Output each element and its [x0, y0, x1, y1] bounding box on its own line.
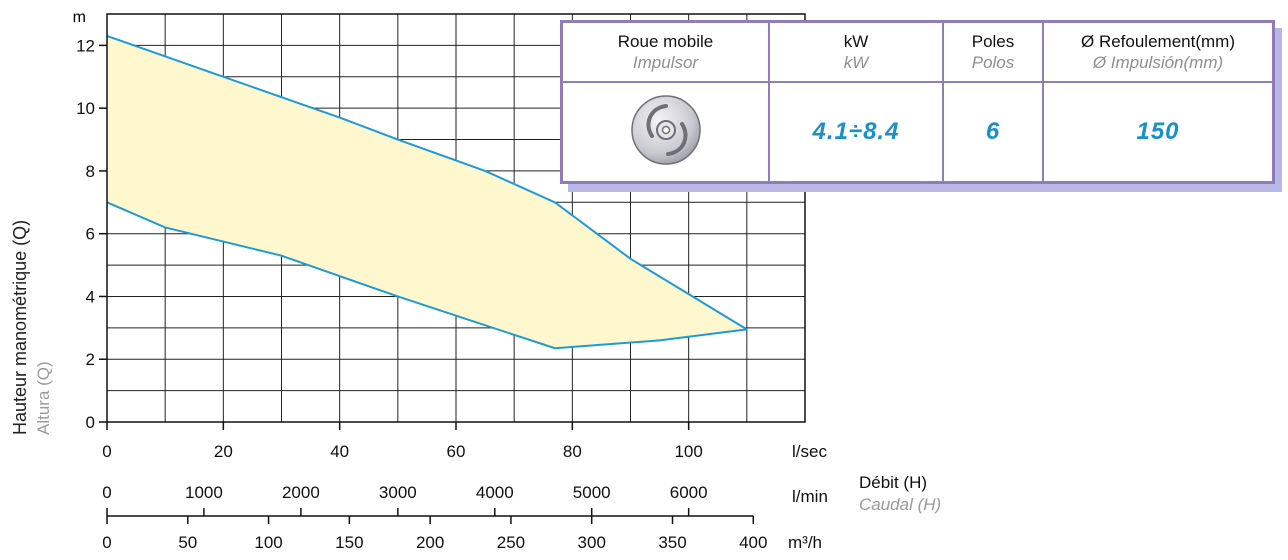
flow-label: Débit (H) Caudal (H): [859, 472, 941, 516]
x-tick-label-lmin: 4000: [476, 483, 514, 502]
series-line-upper: [106, 35, 748, 331]
series-line-lower: [106, 201, 747, 350]
spec-value-kw: 4.1÷8.4: [768, 81, 944, 184]
spec-value-impeller: [560, 81, 770, 184]
spec-table: Roue mobile Impulsor kW kW Poles Polos Ø…: [560, 20, 1275, 184]
x-tick-label-m3h: 400: [739, 533, 767, 552]
x-tick-label-m3h: 150: [335, 533, 363, 552]
spec-value-row: 4.1÷8.4 6 150: [560, 81, 1275, 184]
spec-value-poles: 6: [942, 81, 1044, 184]
x-tick-label-m3h: 350: [658, 533, 686, 552]
y-tick-label: 8: [86, 162, 95, 181]
x-tick-label-lmin: 2000: [282, 483, 320, 502]
spec-header-sub: Impulsor: [632, 53, 699, 72]
x-tick-label-lsec: 20: [214, 442, 233, 461]
flow-subtitle: Caudal (H): [859, 495, 942, 514]
operating-area-fill: [107, 35, 747, 349]
x-tick-label-lmin: 0: [102, 483, 111, 502]
x-tick-label-lmin: 5000: [573, 483, 611, 502]
flow-title: Débit (H): [859, 473, 928, 492]
y-tick-label: 0: [86, 413, 95, 432]
spec-table-panel: Roue mobile Impulsor kW kW Poles Polos Ø…: [560, 20, 1282, 192]
y-tick-label: 6: [86, 225, 95, 244]
poles-value: 6: [985, 118, 1001, 145]
kw-value: 4.1÷8.4: [812, 118, 900, 145]
x-tick-label-lsec: 40: [330, 442, 349, 461]
x-unit-lmin: l/min: [792, 487, 828, 506]
spec-header-outlet: Ø Refoulement(mm) Ø Impulsión(mm): [1042, 20, 1275, 83]
spec-header-sub: Polos: [971, 53, 1015, 72]
x-tick-label-m3h: 50: [178, 533, 197, 552]
y-tick-label: 4: [86, 287, 95, 306]
spec-header-label: Poles: [971, 32, 1015, 51]
x-tick-label-m3h: 300: [578, 533, 606, 552]
x-tick-label-lsec: 60: [447, 442, 466, 461]
y-axis-subtitle: Altura (Q): [34, 361, 53, 435]
spec-header-row: Roue mobile Impulsor kW kW Poles Polos Ø…: [560, 20, 1275, 83]
spec-header-impeller: Roue mobile Impulsor: [560, 20, 770, 83]
spec-header-label: Ø Refoulement(mm): [1081, 32, 1235, 51]
y-unit-label: m: [73, 9, 86, 26]
spec-header-label: kW: [843, 32, 869, 51]
x-tick-label-lmin: 3000: [379, 483, 417, 502]
x-unit-lsec: l/sec: [792, 442, 827, 461]
x-tick-label-lsec: 0: [102, 442, 111, 461]
spec-header-sub: kW: [843, 53, 869, 72]
series-lines: [106, 35, 748, 350]
spec-header-poles: Poles Polos: [942, 20, 1044, 83]
y-tick-label: 2: [86, 350, 95, 369]
x-tick-label-m3h: 100: [254, 533, 282, 552]
x-tick-label-m3h: 250: [497, 533, 525, 552]
spec-value-outlet: 150: [1042, 81, 1275, 184]
y-tick-label: 12: [76, 36, 95, 55]
impeller-icon: [630, 94, 701, 165]
x-unit-m3h: m³/h: [788, 533, 822, 552]
spec-header-sub: Ø Impulsión(mm): [1092, 53, 1224, 72]
x-tick-label-lsec: 80: [563, 442, 582, 461]
x-tick-label-lmin: 6000: [670, 483, 708, 502]
x-tick-label-m3h: 0: [102, 533, 111, 552]
y-tick-label: 10: [76, 99, 95, 118]
operating-area: [107, 35, 747, 349]
x-tick-label-m3h: 200: [416, 533, 444, 552]
spec-header-label: Roue mobile: [617, 32, 714, 51]
x-tick-label-lmin: 1000: [185, 483, 223, 502]
y-axis-title: Hauteur manométrique (Q): [10, 219, 30, 435]
spec-header-kw: kW kW: [768, 20, 944, 83]
outlet-value: 150: [1136, 118, 1180, 145]
x-tick-label-lsec: 100: [674, 442, 702, 461]
